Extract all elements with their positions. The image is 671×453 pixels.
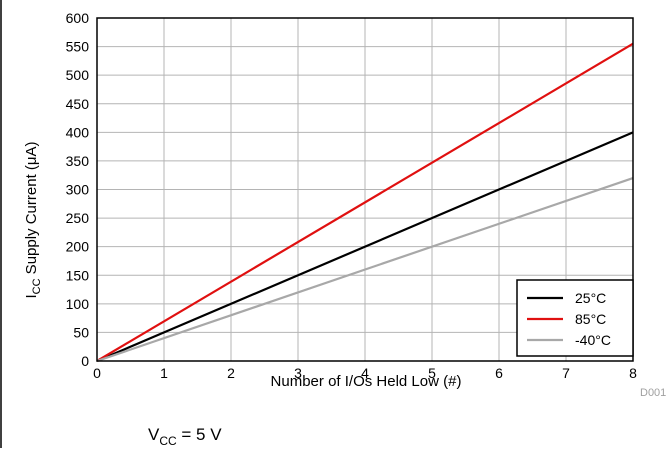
x-tick-label: 4 xyxy=(361,365,369,381)
x-tick-label: 8 xyxy=(629,365,637,381)
series-line-2 xyxy=(96,177,634,363)
plot-frame xyxy=(96,17,634,362)
y-tick-label: 500 xyxy=(66,67,90,83)
legend-items: 25°C 85°C -40°C xyxy=(527,290,611,348)
y-tick-label: 350 xyxy=(66,153,90,169)
chart-annotation: D001 xyxy=(640,387,666,399)
y-axis-label-main: I xyxy=(23,294,40,298)
y-tick-label: 150 xyxy=(66,267,90,283)
x-tick-label: 1 xyxy=(160,365,168,381)
footnote: VCC = 5 V xyxy=(148,425,222,448)
y-tick-label: 600 xyxy=(66,10,90,26)
x-tick-label: 3 xyxy=(294,365,302,381)
y-tick-label: 450 xyxy=(66,96,90,112)
y-tick-label: 50 xyxy=(73,324,89,340)
y-axis-label: ICC Supply Current (μA) xyxy=(23,141,43,298)
y-tick-label: 300 xyxy=(66,182,90,198)
footnote-rest: = 5 V xyxy=(177,425,223,444)
y-axis-label-unit: μA xyxy=(23,146,40,165)
tick-labels: 0 1 2 3 4 5 6 7 8 0 50 100 150 200 250 300 350 400 450 500 5… xyxy=(66,10,637,381)
legend-label-0: 25°C xyxy=(575,290,606,306)
footnote-main: V xyxy=(148,425,160,444)
footnote-sub: CC xyxy=(159,434,177,448)
y-tick-label: 0 xyxy=(81,353,89,369)
x-tick-label: 5 xyxy=(428,365,436,381)
series-line-1 xyxy=(96,42,634,362)
y-axis-label-rest: Supply Current ( xyxy=(23,165,40,278)
x-tick-label: 7 xyxy=(562,365,570,381)
x-axis-label: Number of I/Os Held Low (#) xyxy=(271,373,462,390)
y-tick-label: 250 xyxy=(66,210,90,226)
y-tick-label: 550 xyxy=(66,39,90,55)
legend-label-2: -40°C xyxy=(575,332,611,348)
legend: 25°C 85°C -40°C xyxy=(516,279,634,357)
y-tick-label: 200 xyxy=(66,239,90,255)
y-axis-label-sub: CC xyxy=(31,278,43,294)
legend-label-1: 85°C xyxy=(575,311,606,327)
y-axis-label-close: ) xyxy=(23,141,40,146)
series-line-0 xyxy=(96,131,634,363)
y-tick-label: 400 xyxy=(66,124,90,140)
x-tick-label: 2 xyxy=(227,365,235,381)
x-tick-label: 0 xyxy=(93,365,101,381)
series-lines xyxy=(96,42,634,363)
y-tick-label: 100 xyxy=(66,296,90,312)
x-tick-label: 6 xyxy=(495,365,503,381)
